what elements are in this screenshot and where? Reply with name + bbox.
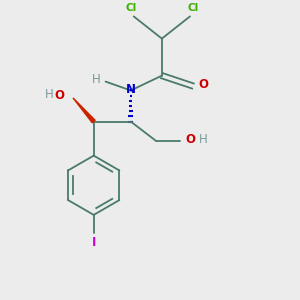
Text: O: O (55, 89, 65, 102)
Text: H: H (45, 88, 54, 101)
Text: H: H (92, 73, 100, 86)
Polygon shape (73, 98, 95, 123)
Text: H: H (199, 133, 208, 146)
Text: Cl: Cl (187, 3, 199, 13)
Text: I: I (92, 236, 96, 249)
Text: Cl: Cl (125, 3, 136, 13)
Text: O: O (185, 133, 195, 146)
Text: N: N (126, 83, 136, 96)
Text: O: O (198, 78, 208, 91)
